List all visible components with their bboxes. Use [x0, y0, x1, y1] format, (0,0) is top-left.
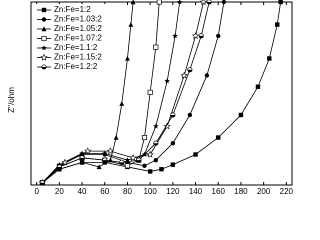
marker	[164, 78, 170, 84]
marker	[128, 21, 134, 27]
marker	[278, 0, 283, 5]
marker	[172, 33, 178, 39]
marker	[187, 112, 193, 118]
legend-label: Zn:Fe=1.05:2	[54, 24, 102, 33]
marker	[141, 135, 148, 141]
legend-label: Zn:Fe=1.2:2	[54, 62, 98, 71]
marker	[79, 155, 85, 161]
marker	[106, 147, 115, 155]
marker	[221, 0, 227, 5]
x-tick-label: 40	[78, 187, 87, 196]
marker	[130, 0, 136, 5]
legend-label: Zn:Fe=1.1:2	[54, 43, 98, 52]
marker	[153, 123, 159, 129]
marker	[119, 101, 125, 106]
x-tick-label: 160	[212, 187, 226, 196]
marker	[41, 26, 47, 32]
marker	[206, 0, 212, 5]
marker	[170, 112, 176, 118]
marker	[153, 157, 159, 163]
marker	[275, 22, 280, 27]
marker	[187, 67, 193, 73]
marker	[41, 17, 47, 22]
marker	[147, 89, 153, 95]
marker	[40, 53, 48, 61]
marker	[170, 141, 176, 146]
x-tick-label: 220	[280, 187, 294, 196]
marker	[146, 150, 154, 158]
x-tick-label: 120	[166, 187, 180, 196]
marker	[41, 7, 47, 13]
marker	[125, 55, 130, 61]
marker	[142, 163, 147, 168]
marker	[191, 32, 200, 40]
marker	[153, 44, 159, 50]
marker	[170, 162, 176, 167]
marker	[56, 164, 62, 170]
x-tick-label: 0	[34, 187, 39, 196]
marker	[41, 64, 47, 70]
legend-label: Zn:Fe=1:2	[54, 5, 91, 14]
marker	[156, 0, 162, 5]
marker	[39, 180, 45, 186]
marker	[216, 135, 221, 140]
marker	[124, 163, 131, 169]
marker	[41, 45, 47, 51]
y-axis-label: Z''/ohm	[7, 87, 16, 113]
legend-label: Zn:Fe=1.15:2	[54, 53, 102, 62]
marker	[61, 158, 69, 166]
marker	[216, 33, 221, 39]
marker	[84, 147, 92, 155]
x-tick-label: 140	[189, 187, 203, 196]
series-line	[42, 1, 134, 184]
marker	[136, 157, 142, 163]
chart: Z''/ohm 0 20 40 60 80 100 120 140 160 180 200 220 Zn…	[7, 0, 294, 196]
marker	[102, 150, 108, 156]
x-tick-label: 60	[100, 187, 109, 196]
marker	[204, 73, 210, 78]
marker	[180, 71, 188, 79]
series-line	[42, 1, 225, 184]
x-tick-label: 180	[234, 187, 248, 196]
marker	[176, 0, 183, 5]
marker	[147, 169, 153, 174]
marker	[267, 56, 272, 61]
legend-label: Zn:Fe=1.07:2	[54, 34, 102, 43]
marker	[102, 157, 108, 163]
marker	[153, 140, 159, 146]
x-tick-label: 80	[123, 187, 132, 196]
x-tick-label: 100	[143, 187, 157, 196]
marker	[79, 159, 85, 165]
marker	[199, 0, 208, 6]
series-line	[42, 1, 204, 184]
marker	[113, 134, 119, 140]
x-tick-label: 20	[55, 187, 64, 196]
legend-label: Zn:Fe=1.03:2	[54, 15, 102, 24]
marker	[96, 164, 102, 170]
marker	[255, 84, 261, 89]
x-tick-label: 200	[257, 187, 271, 196]
legend: Zn:Fe=1:2Zn:Fe=1.03:2Zn:Fe=1.05:2Zn:Fe=1…	[34, 4, 106, 72]
marker	[129, 154, 137, 162]
marker	[41, 35, 47, 42]
marker	[159, 166, 164, 172]
marker	[119, 159, 125, 165]
marker	[198, 33, 204, 39]
marker	[193, 152, 198, 157]
marker	[238, 112, 244, 118]
